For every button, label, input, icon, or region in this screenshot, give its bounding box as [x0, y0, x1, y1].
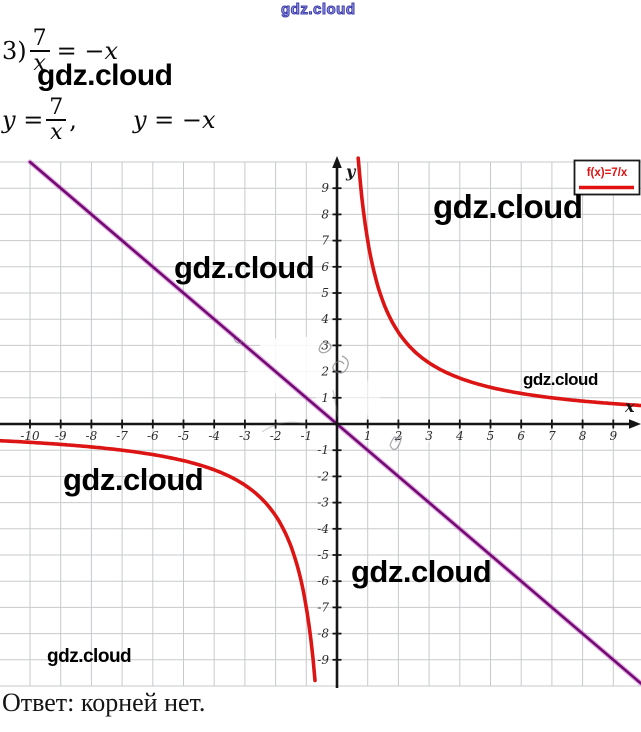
svg-text:-10: -10	[20, 429, 40, 443]
svg-text:-4: -4	[208, 429, 220, 443]
svg-text:7: 7	[548, 429, 556, 443]
fraction-denominator: x	[33, 51, 46, 77]
svg-text:4: 4	[455, 429, 464, 443]
watermark-bottom-small: gdz.cloud	[47, 646, 132, 667]
equation-rhs: = −x	[56, 37, 119, 66]
fraction-7-over-x: 7 x	[29, 26, 50, 77]
svg-text:2: 2	[320, 365, 329, 379]
watermark-header: gdz.cloud	[37, 59, 173, 92]
fraction-7-over-x-2: 7 x	[46, 95, 67, 146]
watermark-quadrant4: gdz.cloud	[351, 554, 492, 589]
svg-text:6: 6	[517, 429, 525, 443]
equation-problem: 3) 7 x = −x	[2, 27, 118, 75]
svg-text:5: 5	[321, 286, 329, 300]
svg-text:-9: -9	[317, 653, 329, 667]
svg-text:9: 9	[321, 181, 329, 195]
svg-text:-9: -9	[55, 429, 67, 443]
svg-text:-3: -3	[239, 429, 251, 443]
svg-text:-1: -1	[317, 443, 329, 457]
svg-text:-2: -2	[317, 469, 329, 483]
svg-text:-4: -4	[317, 522, 329, 536]
watermark-quadrant1: gdz.cloud	[433, 188, 583, 225]
svg-text:3: 3	[321, 338, 329, 352]
svg-text:x: x	[624, 397, 635, 416]
svg-text:-7: -7	[116, 429, 128, 443]
svg-text:-6: -6	[317, 574, 329, 588]
svg-text:-6: -6	[147, 429, 159, 443]
svg-text:4: 4	[320, 312, 329, 326]
axes	[0, 156, 641, 688]
answer-text: Ответ: корней нет.	[2, 688, 206, 717]
watermark-top: gdz.cloud	[281, 1, 356, 18]
fraction-denominator-2: x	[50, 120, 63, 146]
svg-text:7: 7	[321, 234, 329, 248]
svg-text:5: 5	[487, 429, 495, 443]
svg-text:-7: -7	[317, 600, 329, 614]
axis-ticks	[29, 187, 615, 661]
svg-text:2: 2	[394, 429, 403, 443]
fraction-numerator-2: 7	[49, 95, 64, 120]
watermark-quadrant2: gdz.cloud	[174, 250, 315, 285]
fraction-bar-2	[46, 119, 67, 122]
svg-text:8: 8	[321, 207, 329, 221]
svg-text:1: 1	[321, 391, 329, 405]
fraction-numerator: 7	[32, 26, 47, 51]
function1-lhs: y =	[2, 106, 44, 135]
svg-text:9: 9	[609, 429, 617, 443]
svg-text:-5: -5	[178, 429, 190, 443]
svg-text:-8: -8	[86, 429, 98, 443]
svg-text:-5: -5	[317, 548, 329, 562]
legend-box: f(x)=7/x	[573, 159, 641, 196]
fraction-bar	[29, 50, 50, 53]
svg-text:-8: -8	[317, 627, 329, 641]
axis-letter-labels: yx	[345, 162, 635, 416]
tick-labels: -10 -9 -8 -7 -6 -5 -4 -3 -2 -1 1 2 3 4 5 6 7 8 9 9 8 7 6 5 4 3 2 1 -…	[20, 181, 617, 667]
svg-text:y: y	[345, 162, 357, 181]
svg-text:-2: -2	[270, 429, 282, 443]
watermark-right-small: gdz.cloud	[523, 370, 598, 389]
function2: y = −x	[132, 106, 216, 135]
pencil-scribbles	[233, 337, 403, 451]
svg-text:-3: -3	[317, 496, 329, 510]
svg-text:-1: -1	[300, 429, 312, 443]
svg-text:f(x)=7/x: f(x)=7/x	[587, 167, 628, 179]
problem-number: 3)	[2, 37, 27, 66]
svg-text:1: 1	[364, 429, 372, 443]
svg-text:8: 8	[579, 429, 587, 443]
svg-text:3: 3	[425, 429, 433, 443]
watermark-quadrant3: gdz.cloud	[63, 462, 204, 497]
svg-text:6: 6	[321, 260, 329, 274]
equation-functions: y = 7 x , y = −x	[2, 96, 216, 144]
comma: ,	[69, 106, 77, 135]
